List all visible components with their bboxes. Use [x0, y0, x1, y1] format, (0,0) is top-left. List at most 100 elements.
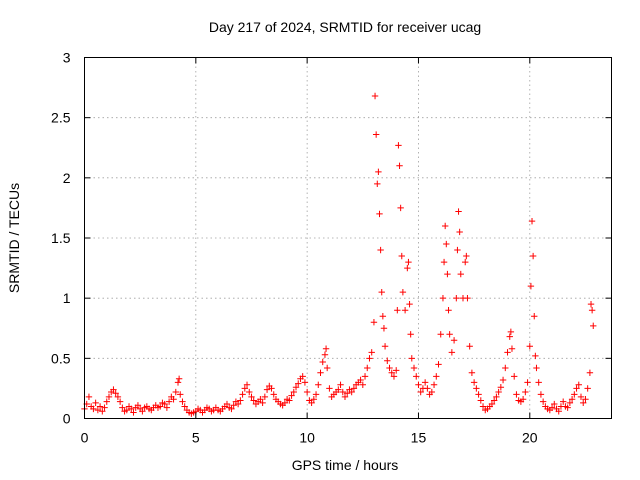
- data-point: [250, 397, 257, 404]
- data-point: [588, 307, 596, 314]
- data-point: [522, 388, 529, 396]
- data-point: [223, 400, 231, 408]
- data-point: [590, 322, 597, 330]
- data-point: [112, 390, 119, 397]
- data-point: [292, 384, 300, 391]
- data-point: [440, 258, 448, 266]
- y-tick-label: 2: [63, 170, 71, 186]
- data-point: [450, 337, 458, 344]
- data-point: [386, 364, 393, 372]
- data-point: [130, 409, 137, 416]
- data-point: [114, 393, 122, 401]
- data-point: [475, 391, 482, 398]
- data-point: [378, 288, 385, 296]
- data-point: [513, 391, 520, 398]
- data-point: [380, 325, 388, 332]
- data-point: [175, 375, 183, 382]
- data-point: [529, 252, 537, 260]
- data-point: [248, 393, 255, 401]
- chart-title: Day 217 of 2024, SRMTID for receiver uca…: [209, 19, 481, 35]
- y-tick-label: 1.5: [51, 230, 71, 246]
- data-point: [479, 403, 487, 410]
- data-point: [410, 364, 418, 372]
- data-point: [375, 168, 382, 176]
- y-tick-label: 1: [63, 290, 71, 306]
- data-point: [511, 373, 518, 380]
- data-point: [395, 142, 402, 149]
- data-point: [341, 393, 349, 401]
- data-point: [568, 396, 576, 403]
- data-point: [430, 381, 438, 389]
- data-point: [490, 397, 498, 404]
- data-point: [462, 258, 469, 266]
- data-point: [499, 376, 507, 384]
- data-point: [281, 399, 289, 407]
- data-point: [295, 380, 302, 387]
- data-point: [413, 373, 420, 380]
- data-point: [582, 396, 589, 403]
- data-point: [407, 331, 414, 338]
- data-point: [519, 396, 527, 403]
- data-point: [317, 369, 324, 376]
- data-point: [502, 364, 509, 372]
- data-point: [575, 381, 582, 389]
- data-point: [230, 402, 237, 409]
- data-point: [455, 208, 462, 215]
- data-point: [421, 379, 429, 386]
- data-point: [321, 351, 329, 358]
- grid-layer: [84, 57, 612, 419]
- data-point: [237, 397, 244, 404]
- data-point: [348, 388, 355, 396]
- data-point: [445, 307, 452, 314]
- data-point: [548, 404, 556, 411]
- data-point: [259, 399, 266, 407]
- data-point: [299, 373, 306, 380]
- data-point: [134, 402, 142, 409]
- data-point: [566, 399, 574, 407]
- data-point: [454, 246, 461, 254]
- data-point: [268, 385, 275, 392]
- data-point: [397, 204, 404, 212]
- data-point: [94, 406, 102, 414]
- axis-ticks: 0 5 10 15 20 0 0.5 1 1.5 2 2.5 3: [51, 50, 612, 446]
- data-point: [319, 358, 326, 366]
- data-point: [394, 307, 401, 314]
- data-point: [377, 246, 384, 254]
- data-point: [559, 398, 567, 405]
- data-point: [128, 405, 135, 413]
- data-point: [464, 294, 471, 302]
- data-point: [435, 361, 442, 368]
- y-tick-label: 0.5: [51, 350, 71, 366]
- data-point: [243, 381, 251, 389]
- data-point: [443, 240, 450, 248]
- data-point: [234, 400, 242, 408]
- data-point: [246, 388, 253, 396]
- x-axis-label: GPS time / hours: [292, 457, 399, 473]
- data-point: [439, 294, 447, 302]
- data-point: [350, 385, 358, 392]
- data-point: [448, 349, 456, 356]
- data-point: [381, 343, 389, 350]
- data-point: [376, 210, 383, 218]
- data-point: [477, 397, 485, 404]
- data-point: [364, 364, 371, 372]
- data-point: [398, 252, 405, 260]
- x-tick-label: 20: [522, 430, 538, 446]
- data-point: [539, 398, 547, 405]
- data-point: [174, 379, 182, 386]
- x-tick-label: 5: [192, 430, 200, 446]
- data-point: [359, 381, 367, 389]
- y-tick-label: 0: [63, 411, 71, 427]
- data-point: [322, 345, 330, 352]
- data-point: [577, 393, 585, 401]
- data-point: [165, 398, 173, 405]
- data-point: [105, 393, 113, 401]
- data-point: [428, 388, 436, 396]
- data-point: [504, 349, 511, 356]
- data-point: [437, 331, 444, 338]
- data-point: [123, 406, 131, 414]
- data-point: [584, 385, 591, 392]
- data-point: [408, 355, 415, 362]
- data-point: [533, 364, 540, 372]
- data-point: [587, 300, 595, 308]
